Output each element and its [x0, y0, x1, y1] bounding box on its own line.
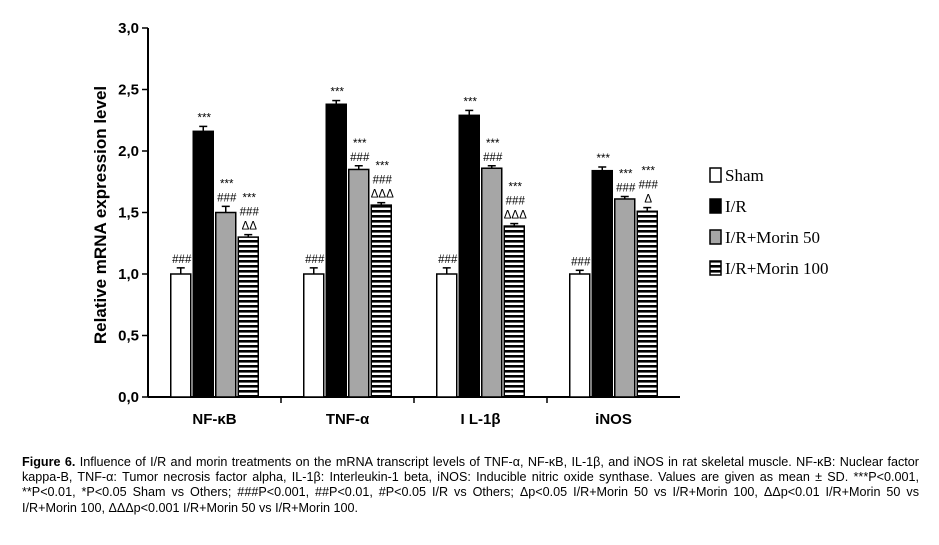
y-tick-label: 1,5	[118, 205, 139, 222]
bar	[192, 130, 214, 398]
significance-label: ***	[331, 87, 345, 99]
bar-group: *** ### Δ	[636, 166, 659, 398]
bar-group: *** ###	[215, 178, 237, 398]
significance-label: ###	[438, 254, 458, 266]
y-tick-label: 2,0	[118, 143, 139, 160]
significance-label: ###	[240, 207, 260, 219]
bar-group: ###	[170, 254, 192, 398]
significance-label: ###	[639, 180, 659, 192]
bar-group: ###	[303, 254, 325, 398]
legend-label: I/R	[725, 197, 747, 216]
significance-label: ***	[353, 138, 367, 150]
y-tick-label: 2,5	[118, 82, 139, 99]
bar	[325, 103, 347, 398]
category-label: I L-1β	[461, 411, 501, 428]
bar-group: *** ### ΔΔΔ	[503, 182, 527, 398]
significance-label: ###	[350, 152, 370, 164]
significance-label: ***	[642, 166, 656, 178]
significance-label: ###	[571, 256, 591, 268]
bar-group: ###	[569, 256, 591, 398]
significance-label: ***	[464, 96, 478, 108]
bars: ###******### ***###ΔΔ###******###***###ΔΔ…	[170, 87, 659, 398]
bar	[436, 273, 458, 398]
significance-label: ΔΔ	[242, 221, 258, 233]
bar	[481, 167, 503, 398]
significance-label: ***	[619, 169, 633, 181]
y-tick-label: 3,0	[118, 20, 139, 37]
significance-label: ###	[616, 183, 636, 195]
legend-swatch	[709, 198, 722, 214]
bar	[303, 273, 325, 398]
bar-group: *** ###	[481, 138, 503, 398]
caption-label: Figure 6.	[22, 455, 76, 469]
bar-group: *** ###	[348, 138, 370, 398]
legend-swatch	[709, 167, 722, 183]
bar-group: ***	[591, 153, 613, 398]
significance-label: ΔΔΔ	[504, 210, 527, 222]
bar-group: *** ### ΔΔ	[237, 193, 260, 398]
bar	[370, 204, 392, 398]
legend-label: I/R+Morin 50	[725, 228, 820, 247]
legend-item: I/R	[709, 197, 747, 216]
significance-label: ###	[506, 196, 526, 208]
legend-item: I/R+Morin 50	[709, 228, 820, 247]
bar	[458, 114, 480, 398]
bar	[170, 273, 192, 398]
bar	[569, 273, 591, 398]
y-axis-title: Relative mRNA expression level	[91, 86, 110, 344]
significance-label: Δ	[644, 194, 652, 206]
bar-group: *** ###	[614, 169, 636, 398]
figure-caption: Figure 6. Influence of I/R and morin tre…	[22, 455, 919, 516]
legend-label: Sham	[725, 166, 764, 185]
bar-group: ###	[436, 254, 458, 398]
y-axis-ticks: 0,0 0,5 1,0 1,5 2,0 2,5 3,0	[118, 20, 148, 406]
significance-label: ###	[373, 175, 393, 187]
bar	[503, 225, 525, 398]
legend: Sham I/R I/R+Morin 50 I/R+Morin 100	[709, 166, 829, 278]
bar-group: ***	[192, 112, 214, 398]
bar	[215, 211, 237, 398]
bar-chart: Relative mRNA expression level 0,0 0,5 1,0…	[91, 20, 829, 428]
significance-label: ###	[217, 192, 237, 204]
bar-group: *** ### ΔΔΔ	[370, 161, 394, 398]
legend-item: Sham	[709, 166, 764, 185]
legend-label: I/R+Morin 100	[725, 259, 829, 278]
bar	[614, 198, 636, 398]
bar-group: ***	[325, 87, 347, 398]
significance-label: ***	[509, 182, 523, 194]
x-axis-labels: NF-κB TNF-α I L-1β iNOS	[192, 411, 631, 428]
significance-label: ***	[243, 193, 257, 205]
category-label: TNF-α	[326, 411, 370, 428]
significance-label: ***	[486, 138, 500, 150]
significance-label: ###	[172, 254, 192, 266]
category-label: NF-κB	[192, 411, 236, 428]
y-tick-label: 1,0	[118, 266, 139, 283]
significance-label: ***	[597, 153, 611, 165]
category-label: iNOS	[595, 411, 632, 428]
bar	[237, 236, 259, 398]
significance-label: ***	[198, 112, 212, 124]
significance-label: ΔΔΔ	[371, 189, 394, 201]
bar-group: ***	[458, 96, 480, 398]
significance-label: ###	[305, 254, 325, 266]
legend-item: I/R+Morin 100	[709, 259, 829, 278]
significance-label: ***	[220, 178, 234, 190]
y-tick-label: 0,0	[118, 389, 139, 406]
significance-label: ***	[376, 161, 390, 173]
caption-text: Influence of I/R and morin treatments on…	[22, 455, 919, 515]
bar	[348, 168, 370, 398]
legend-swatch	[709, 260, 722, 276]
legend-swatch	[709, 229, 722, 245]
significance-label: ###	[483, 152, 503, 164]
bar	[636, 210, 658, 398]
bar	[591, 169, 613, 398]
y-tick-label: 0,5	[118, 328, 139, 345]
